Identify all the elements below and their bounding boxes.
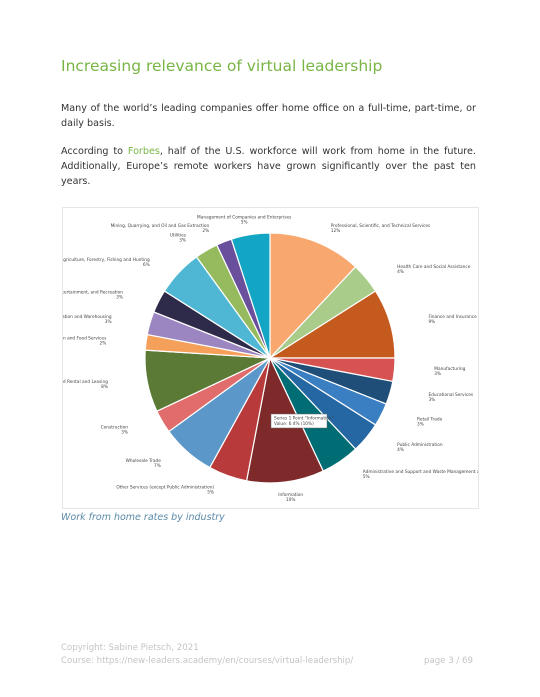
pie-slice: [269, 232, 357, 360]
copyright: Copyright: Sabine Pietsch, 2021: [61, 643, 199, 653]
slice-label: Utilities: [170, 232, 187, 238]
slice-value-label: 5%: [363, 474, 370, 480]
pie-slice: [230, 232, 271, 359]
slice-label: Retail Trade: [417, 417, 443, 423]
slice-value-label: 12%: [331, 228, 341, 234]
tooltip-box: [270, 413, 328, 429]
slice-label: Mining, Quarrying, and Oil and Gas Extra…: [111, 223, 210, 229]
slice-value-label: 8%: [101, 384, 108, 390]
slice-value-label: 3%: [428, 397, 435, 403]
slice-label: Real Estate and Rental and Leasing: [62, 379, 108, 385]
slice-label: Agriculture, Forestry, Fishing and Hunti…: [62, 257, 150, 263]
caption: Work from home rates by industry: [61, 512, 225, 523]
slice-label: Accommodation and Food Services: [62, 335, 107, 341]
slice-value-label: 6%: [143, 262, 150, 268]
slice-label: Manufacturing: [434, 366, 465, 372]
slice-label: Professional, Scientific, and Technical …: [331, 223, 431, 229]
slice-value-label: 4%: [397, 447, 404, 453]
slice-value-label: 3%: [179, 237, 186, 243]
page-number: page 3 / 69: [424, 656, 473, 666]
slice-label: Educational Services: [428, 392, 473, 398]
slice-label: Other Services (except Public Administra…: [116, 485, 214, 491]
course-link[interactable]: https://new-leaders.academy/en/courses/v…: [96, 656, 354, 666]
slice-value-label: 3%: [417, 422, 424, 428]
slice-label: Wholesale Trade: [126, 458, 162, 464]
slice-value-label: 3%: [105, 319, 112, 325]
slice-value-label: 3%: [121, 429, 128, 435]
slice-value-label: 9%: [428, 319, 435, 325]
slice-value-label: 4%: [397, 269, 404, 275]
slice-value-label: 3%: [116, 294, 123, 300]
slice-label: Transportation and Warehousing: [62, 314, 112, 320]
tooltip-text: Value: 6.4% (10%): [274, 421, 314, 427]
slice-value-label: 2%: [99, 340, 106, 346]
slice-label: Health Care and Social Assistance: [397, 264, 471, 270]
slice-label: Administrative and Support and Waste Man…: [363, 469, 479, 475]
text: , half of the U.S. workforce will work f…: [61, 146, 476, 187]
slice-label: Construction: [101, 424, 129, 430]
slice-value-label: 5%: [207, 490, 214, 496]
paragraph: According to Forbes, half of the U.S. wo…: [61, 144, 476, 189]
link[interactable]: Forbes: [127, 146, 160, 157]
slice-label: Finance and Insurance: [428, 314, 477, 320]
slice-value-label: 5%: [241, 220, 248, 226]
course: Course: https://new-leaders.academy/en/c…: [61, 656, 353, 666]
tooltip-text: Series 1 Point "Information": [274, 416, 334, 422]
chart: Professional, Scientific, and Technical …: [62, 207, 479, 509]
slice-value-label: 7%: [154, 463, 161, 469]
paragraph: Many of the world’s leading companies of…: [61, 103, 476, 129]
slice-label: Information: [278, 492, 303, 498]
slice-label: Management of Companies and Enterprises: [197, 215, 292, 221]
label: Course:: [61, 656, 97, 666]
heading: Increasing relevance of virtual leadersh…: [61, 57, 383, 75]
slice-label: Public Administration: [397, 442, 443, 448]
slice-value-label: 3%: [434, 371, 441, 377]
text: According to: [61, 146, 128, 157]
slice-value-label: 2%: [202, 228, 209, 234]
slice-label: Arts, Entertainment, and Recreation: [62, 289, 123, 295]
slice-value-label: 10%: [286, 497, 296, 503]
